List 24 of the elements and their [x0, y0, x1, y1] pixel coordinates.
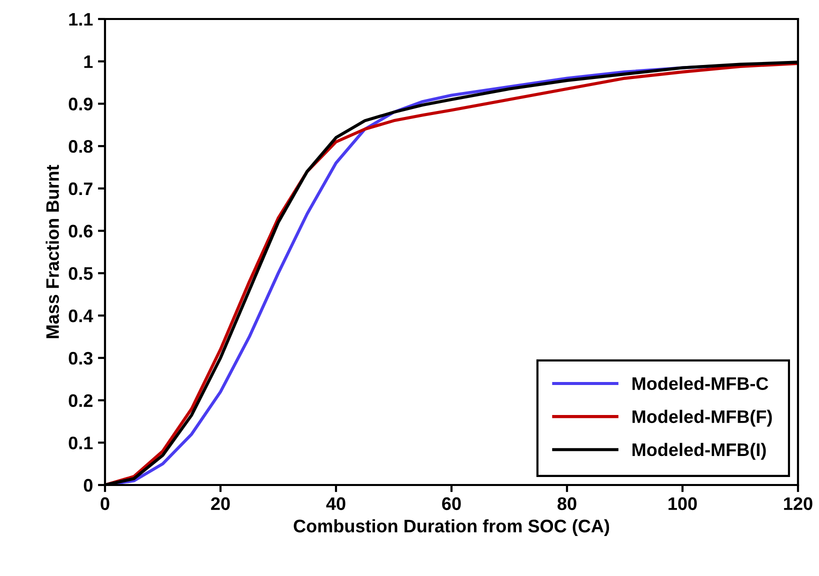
y-tick-label: 0.5	[68, 267, 93, 280]
y-tick-label: 1	[84, 55, 93, 68]
x-tick-label: 120	[784, 497, 812, 510]
y-tick-label: 1.1	[69, 13, 93, 26]
x-tick-label: 100	[668, 497, 697, 510]
legend-label: Modeled-MFB-C	[632, 376, 768, 390]
x-tick-label: 40	[326, 497, 346, 510]
y-tick-label: 0.7	[68, 182, 92, 196]
legend-label: Modeled-MFB(I)	[632, 442, 766, 460]
y-tick-label: 0.8	[68, 140, 93, 153]
x-tick-label: 0	[100, 497, 110, 510]
y-tick-label: 0.4	[68, 309, 94, 322]
y-tick-label: 0.2	[68, 394, 92, 407]
x-tick-label: 20	[211, 497, 230, 510]
y-tick-label: 0.6	[68, 224, 93, 238]
y-tick-label: 0.1	[68, 436, 93, 450]
y-axis-title: Mass Fraction Burnt	[46, 164, 59, 338]
y-tick-label: 0.9	[68, 98, 93, 110]
legend-label: Modeled-MFB(F)	[632, 410, 772, 427]
y-tick-label: 0	[84, 478, 92, 492]
x-tick-label: 60	[442, 497, 461, 510]
y-tick-label: 0.3	[68, 352, 93, 365]
x-tick-label: 80	[558, 497, 576, 510]
x-axis-title: Combustion Duration from SOC (CA)	[294, 519, 610, 536]
